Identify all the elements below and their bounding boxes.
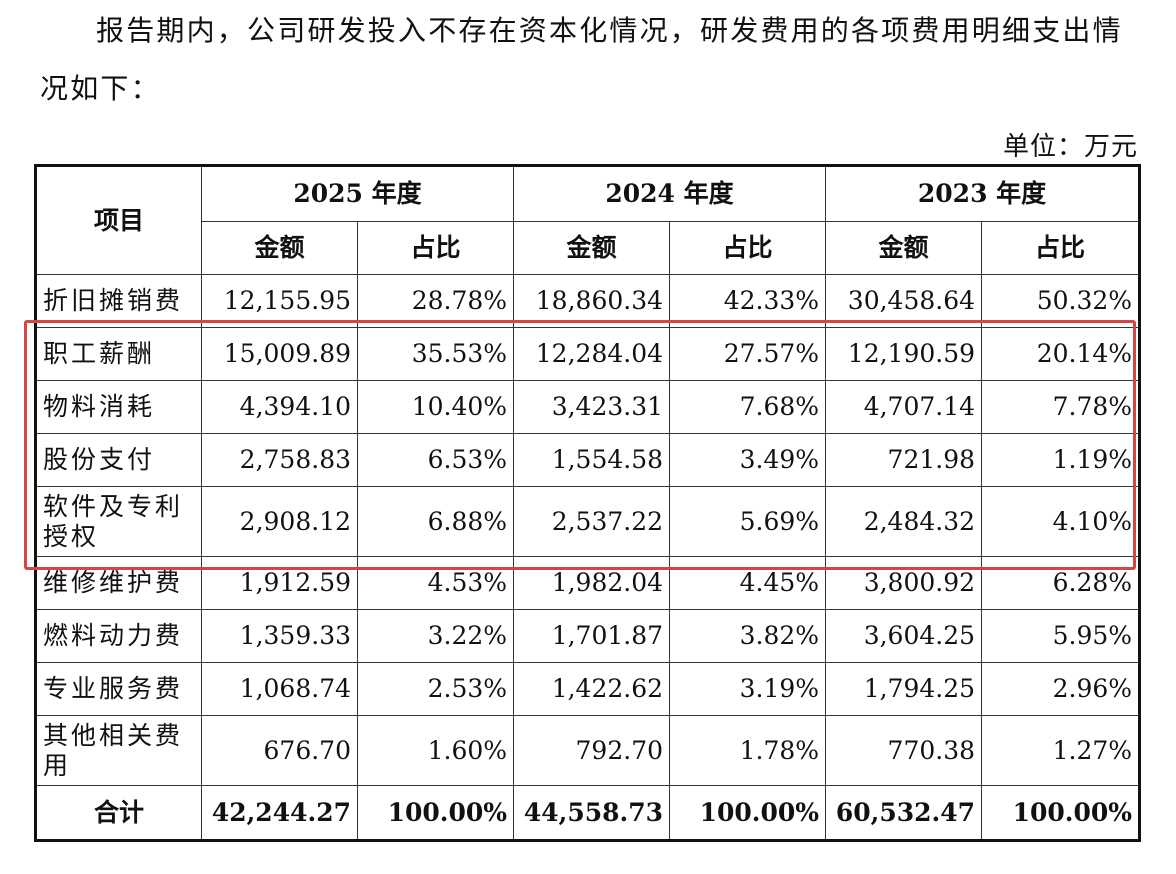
amount-cell: 12,190.59	[825, 327, 983, 381]
amount-cell: 1,701.87	[513, 609, 671, 663]
row-label: 燃料动力费	[35, 609, 202, 663]
ratio-cell: 100.00%	[981, 785, 1141, 841]
amount-cell: 1,794.25	[825, 662, 983, 716]
ratio-cell: 100.00%	[669, 785, 827, 841]
amount-cell: 2,537.22	[513, 486, 671, 557]
row-label: 物料消耗	[35, 380, 202, 434]
row-label: 折旧摊销费	[35, 274, 202, 328]
ratio-cell: 20.14%	[981, 327, 1141, 381]
item-header: 项目	[35, 165, 202, 275]
table-row: 股份支付 2,758.83 6.53% 1,554.58 3.49% 721.98 1.19…	[35, 433, 1141, 487]
ratio-cell: 5.69%	[669, 486, 827, 557]
ratio-cell: 3.19%	[669, 662, 827, 716]
ratio-cell: 6.53%	[356, 433, 515, 487]
amount-cell: 60,532.47	[825, 785, 983, 841]
year-header-2023: 2023 年度	[825, 165, 1141, 222]
amount-cell: 1,912.59	[201, 556, 358, 610]
total-row: 合计 42,244.27 100.00% 44,558.73 100.00% 60,532…	[35, 785, 1141, 841]
total-label: 合计	[35, 785, 202, 841]
amount-cell: 1,068.74	[201, 662, 358, 716]
ratio-cell: 7.68%	[669, 380, 827, 434]
amount-cell: 770.38	[825, 715, 983, 786]
ratio-cell: 42.33%	[669, 274, 827, 328]
ratio-cell: 4.53%	[356, 556, 515, 610]
amount-cell: 4,707.14	[825, 380, 983, 434]
row-label: 其他相关费用	[35, 715, 202, 786]
amount-cell: 721.98	[825, 433, 983, 487]
amount-cell: 1,422.62	[513, 662, 671, 716]
row-label: 维修维护费	[35, 556, 202, 610]
ratio-cell: 4.45%	[669, 556, 827, 610]
table-body: 折旧摊销费 12,155.95 28.78% 18,860.34 42.33% 30,45…	[35, 274, 1141, 841]
table-row: 职工薪酬 15,009.89 35.53% 12,284.04 27.57% 12,190…	[35, 327, 1141, 381]
ratio-cell: 28.78%	[356, 274, 515, 328]
amount-cell: 42,244.27	[201, 785, 358, 841]
table-row: 软件及专利授权 2,908.12 6.88% 2,537.22 5.69% 2,484.3…	[35, 486, 1141, 557]
ratio-cell: 6.28%	[981, 556, 1141, 610]
ratio-cell: 3.49%	[669, 433, 827, 487]
row-label: 软件及专利授权	[35, 486, 202, 557]
amount-header: 金额	[201, 221, 358, 275]
ratio-header: 占比	[669, 221, 827, 275]
amount-cell: 1,982.04	[513, 556, 671, 610]
table-row: 其他相关费用 676.70 1.60% 792.70 1.78% 770.38 1.27%	[35, 715, 1141, 786]
row-label: 股份支付	[35, 433, 202, 487]
table-row: 专业服务费 1,068.74 2.53% 1,422.62 3.19% 1,794.25 2…	[35, 662, 1141, 716]
intro-paragraph: 报告期内，公司研发投入不存在资本化情况，研发费用的各项费用明细支出情况如下：	[40, 14, 1123, 105]
ratio-cell: 1.60%	[356, 715, 515, 786]
ratio-cell: 4.10%	[981, 486, 1141, 557]
amount-cell: 3,423.31	[513, 380, 671, 434]
ratio-cell: 3.22%	[356, 609, 515, 663]
amount-cell: 4,394.10	[201, 380, 358, 434]
ratio-cell: 100.00%	[356, 785, 515, 841]
amount-header: 金额	[513, 221, 671, 275]
amount-header: 金额	[825, 221, 983, 275]
amount-cell: 3,800.92	[825, 556, 983, 610]
ratio-header: 占比	[356, 221, 515, 275]
amount-cell: 12,284.04	[513, 327, 671, 381]
ratio-cell: 35.53%	[356, 327, 515, 381]
ratio-cell: 2.53%	[356, 662, 515, 716]
amount-cell: 1,359.33	[201, 609, 358, 663]
ratio-cell: 6.88%	[356, 486, 515, 557]
amount-cell: 2,908.12	[201, 486, 358, 557]
ratio-cell: 1.27%	[981, 715, 1141, 786]
row-label: 职工薪酬	[35, 327, 202, 381]
amount-cell: 792.70	[513, 715, 671, 786]
table-row: 燃料动力费 1,359.33 3.22% 1,701.87 3.82% 3,604.25 5…	[35, 609, 1141, 663]
ratio-cell: 10.40%	[356, 380, 515, 434]
rd-expense-table: 项目 2025 年度 2024 年度 2023 年度 金额 占比 金额 占比 金…	[34, 164, 1142, 842]
ratio-cell: 27.57%	[669, 327, 827, 381]
ratio-cell: 1.19%	[981, 433, 1141, 487]
year-header-2024: 2024 年度	[513, 165, 827, 222]
amount-cell: 2,484.32	[825, 486, 983, 557]
amount-cell: 3,604.25	[825, 609, 983, 663]
amount-cell: 1,554.58	[513, 433, 671, 487]
amount-cell: 44,558.73	[513, 785, 671, 841]
table-row: 维修维护费 1,912.59 4.53% 1,982.04 4.45% 3,800.92 6…	[35, 556, 1141, 610]
amount-cell: 18,860.34	[513, 274, 671, 328]
ratio-cell: 3.82%	[669, 609, 827, 663]
table-row: 折旧摊销费 12,155.95 28.78% 18,860.34 42.33% 30,45…	[35, 274, 1141, 328]
row-label: 专业服务费	[35, 662, 202, 716]
amount-cell: 15,009.89	[201, 327, 358, 381]
ratio-cell: 50.32%	[981, 274, 1141, 328]
table-row: 物料消耗 4,394.10 10.40% 3,423.31 7.68% 4,707.14 7…	[35, 380, 1141, 434]
amount-cell: 12,155.95	[201, 274, 358, 328]
amount-cell: 30,458.64	[825, 274, 983, 328]
amount-cell: 2,758.83	[201, 433, 358, 487]
unit-label: 单位：万元	[1002, 132, 1138, 162]
ratio-cell: 2.96%	[981, 662, 1141, 716]
ratio-cell: 5.95%	[981, 609, 1141, 663]
ratio-cell: 7.78%	[981, 380, 1141, 434]
year-header-2025: 2025 年度	[200, 165, 515, 222]
ratio-cell: 1.78%	[669, 715, 827, 786]
amount-cell: 676.70	[201, 715, 358, 786]
ratio-header: 占比	[981, 221, 1141, 275]
